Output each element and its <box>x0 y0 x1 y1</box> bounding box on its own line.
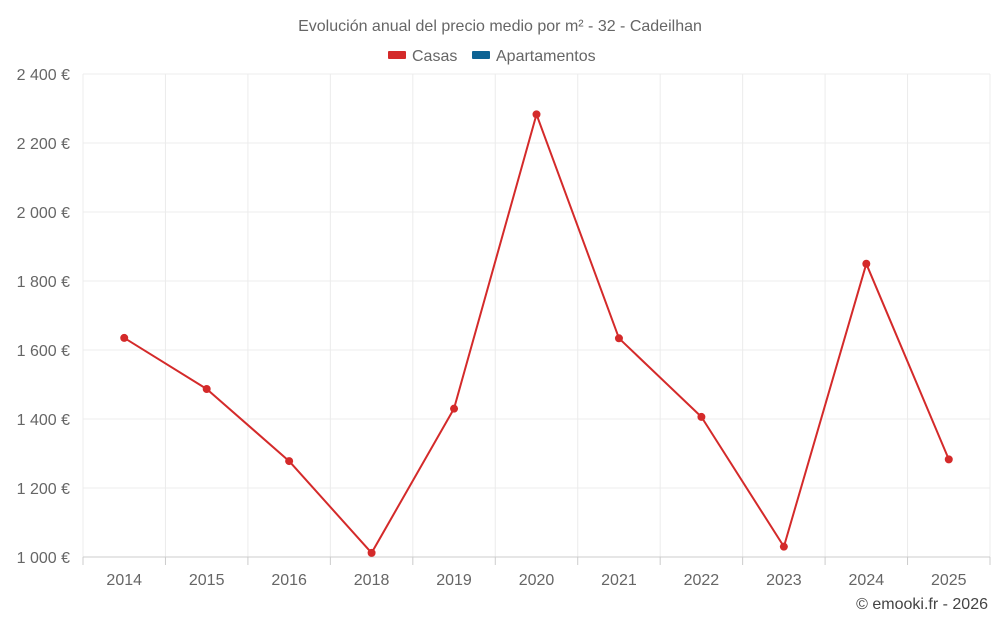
x-tick-label: 2018 <box>354 572 390 589</box>
x-tick-label: 2024 <box>849 572 885 589</box>
x-tick-label: 2022 <box>684 572 720 589</box>
legend: Casas Apartamentos <box>388 48 596 65</box>
x-tick-label: 2015 <box>189 572 225 589</box>
legend-swatch-apartamentos[interactable] <box>472 51 490 59</box>
legend-swatch-casas[interactable] <box>388 51 406 59</box>
x-tick-label: 2025 <box>931 572 967 589</box>
y-tick-label: 2 000 € <box>17 205 70 222</box>
x-tick-label: 2014 <box>106 572 142 589</box>
series-points <box>120 110 953 557</box>
credit-text: © emooki.fr - 2026 <box>856 596 988 613</box>
legend-label-apartamentos[interactable]: Apartamentos <box>496 48 596 65</box>
x-tick-label: 2019 <box>436 572 472 589</box>
data-point-casas-2021[interactable] <box>614 334 623 343</box>
x-tick-label: 2016 <box>271 572 307 589</box>
x-tick-label: 2020 <box>519 572 555 589</box>
y-tick-label: 1 800 € <box>17 274 70 291</box>
x-tick-label: 2023 <box>766 572 802 589</box>
x-axis-ticks: 2014 2015 2016 2018 2019 2020 2021 2022 2023 2024… <box>82 557 991 589</box>
data-point-casas-2014[interactable] <box>120 333 129 342</box>
x-gridlines <box>82 74 991 557</box>
data-point-casas-2024[interactable] <box>862 259 871 268</box>
data-point-casas-2016[interactable] <box>285 457 294 466</box>
y-tick-label: 2 400 € <box>17 67 70 84</box>
y-gridlines <box>83 73 990 558</box>
chart-title: Evolución anual del precio medio por m² … <box>298 18 702 35</box>
data-point-casas-2025[interactable] <box>944 455 953 464</box>
x-tick-label: 2021 <box>601 572 637 589</box>
data-point-casas-2019[interactable] <box>450 404 459 413</box>
y-tick-label: 1 000 € <box>17 550 70 567</box>
data-point-casas-2018[interactable] <box>367 548 376 557</box>
y-tick-label: 1 200 € <box>17 481 70 498</box>
y-tick-label: 1 600 € <box>17 343 70 360</box>
y-axis-ticks: 1 000 € 1 200 € 1 400 € 1 600 € 1 800 € 2 000… <box>17 67 70 567</box>
legend-label-casas[interactable]: Casas <box>412 48 457 65</box>
data-point-casas-2023[interactable] <box>779 542 788 551</box>
data-point-casas-2022[interactable] <box>697 412 706 421</box>
data-point-casas-2020[interactable] <box>532 110 541 119</box>
data-point-casas-2015[interactable] <box>202 384 211 393</box>
y-tick-label: 1 400 € <box>17 412 70 429</box>
y-tick-label: 2 200 € <box>17 136 70 153</box>
